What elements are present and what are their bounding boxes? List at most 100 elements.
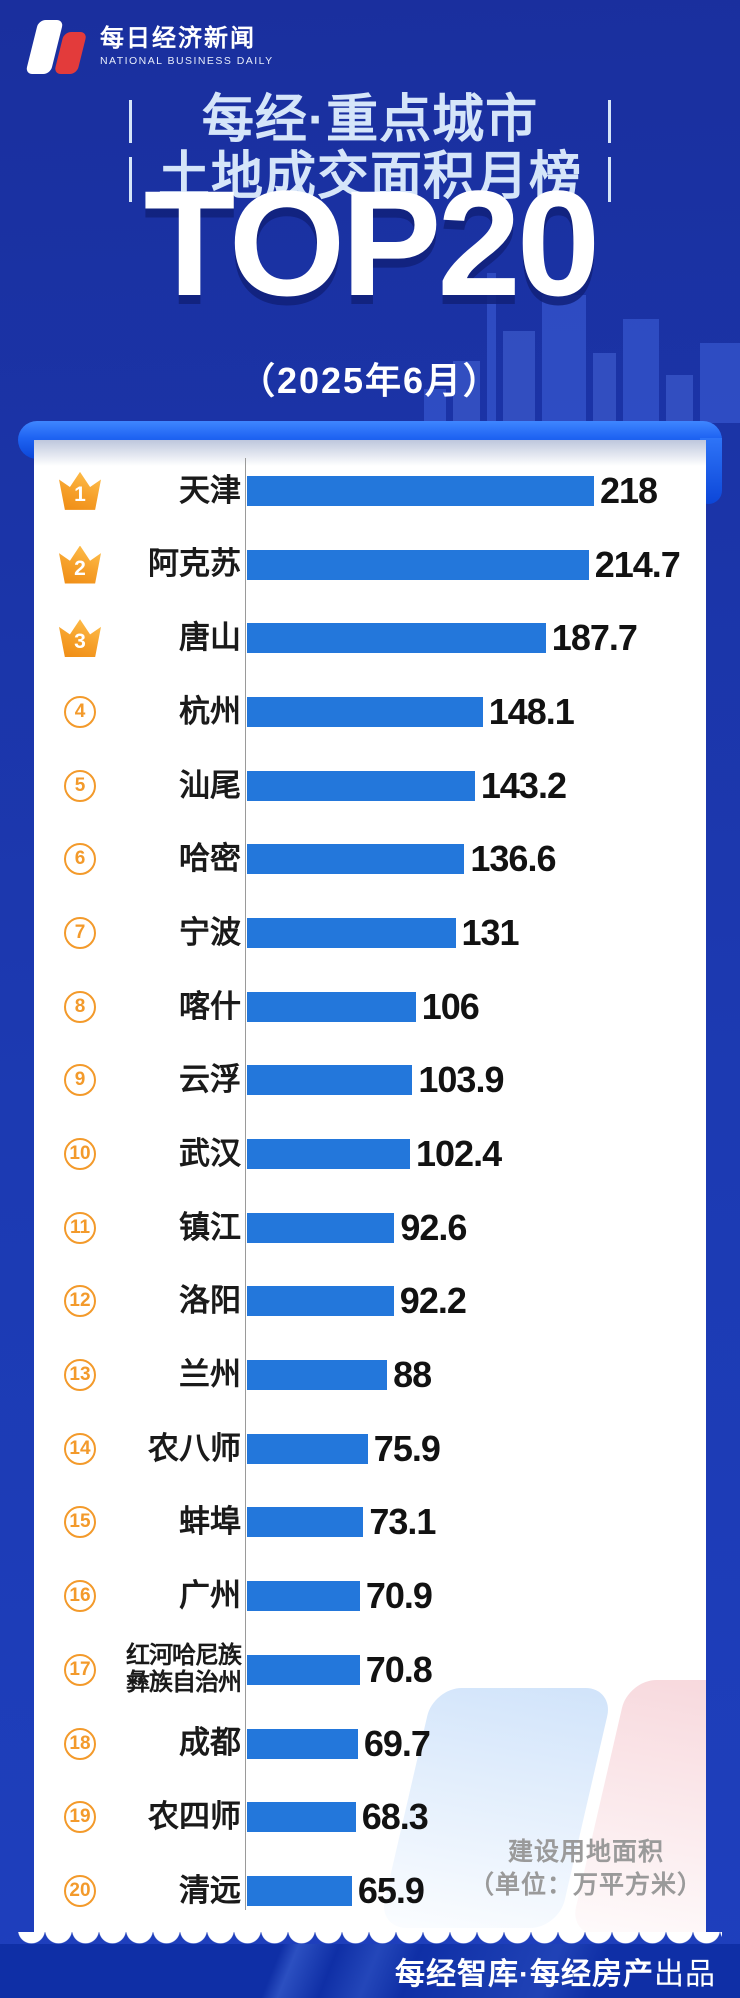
city-label: 农八师 (148, 1430, 241, 1466)
city-label: 广州 (179, 1578, 241, 1614)
city-label: 阿克苏 (148, 546, 241, 582)
value-bar (247, 1433, 368, 1464)
rank-circle-badge: 5 (64, 769, 96, 802)
chart-row: 2 阿克苏 214.7 (34, 528, 706, 602)
chart-row: 16 广州 70.9 (34, 1559, 706, 1633)
value-bar (247, 1507, 364, 1538)
value-label: 73.1 (369, 1501, 436, 1543)
chart-row: 12 洛阳 92.2 (34, 1265, 706, 1339)
value-bar (247, 1065, 413, 1096)
value-bar (247, 1360, 388, 1391)
value-bar (247, 844, 465, 875)
chart-row: 8 喀什 106 (34, 970, 706, 1044)
city-skyline-decoration (424, 268, 740, 423)
value-label: 136.6 (470, 838, 556, 880)
rank-circle-badge: 10 (64, 1138, 96, 1171)
rank-crown-badge: 3 (59, 619, 101, 657)
value-bar (247, 623, 546, 654)
chart-row: 15 蚌埠 73.1 (34, 1486, 706, 1560)
value-label: 92.2 (399, 1280, 467, 1322)
city-label: 天津 (179, 472, 241, 508)
poster-title-line1: 每经·重点城市 (201, 91, 539, 149)
rank-circle-badge: 4 (64, 695, 96, 728)
city-label: 镇江 (179, 1209, 241, 1245)
value-label: 102.4 (416, 1133, 502, 1175)
value-bar (247, 991, 416, 1022)
value-label: 187.7 (551, 617, 638, 659)
chart-row: 11 镇江 92.6 (34, 1191, 706, 1265)
city-label: 汕尾 (179, 767, 241, 803)
rank-circle-badge: 16 (64, 1580, 96, 1613)
chart-row: 7 宁波 131 (34, 896, 706, 970)
city-label: 兰州 (179, 1357, 241, 1393)
rank-circle-badge: 15 (64, 1506, 96, 1539)
value-bar (247, 770, 475, 801)
city-label: 农四师 (148, 1799, 241, 1835)
value-label: 143.2 (480, 764, 567, 806)
credit-light: 出品 (654, 1958, 716, 1991)
value-bar (247, 475, 594, 506)
value-bar (247, 1654, 360, 1685)
footer: 每经智库·每经房产出品 (0, 1944, 740, 1998)
rank-circle-badge: 20 (64, 1874, 96, 1907)
rank-circle-badge: 7 (64, 916, 96, 949)
value-label: 218 (600, 469, 658, 511)
value-bar (247, 1581, 360, 1612)
chart-row: 1 天津 218 (34, 454, 706, 528)
value-bar (247, 1286, 394, 1317)
rank-circle-badge: 9 (64, 1064, 96, 1097)
rank-circle-badge: 6 (64, 843, 96, 876)
rank-circle-badge: 18 (64, 1727, 96, 1760)
city-label: 杭州 (179, 693, 241, 729)
nbd-logo: 每日经济新闻 NATIONAL BUSINESS DAILY (25, 18, 274, 76)
chart-row: 10 武汉 102.4 (34, 1117, 706, 1191)
top20-label: TOP20 (143, 159, 601, 327)
value-label: 92.6 (400, 1206, 467, 1248)
nbd-logo-icon (25, 18, 88, 76)
value-label: 106 (421, 985, 480, 1027)
value-bar (247, 917, 456, 948)
value-bar (247, 1728, 358, 1759)
chart-row: 5 汕尾 143.2 (34, 749, 706, 823)
city-label: 武汉 (179, 1135, 241, 1171)
city-label: 洛阳 (179, 1283, 241, 1319)
chart-row: 9 云浮 103.9 (34, 1044, 706, 1118)
chart-row: 13 兰州 88 (34, 1338, 706, 1412)
ranking-card: 1 天津 218 2 阿克苏 214.7 3 唐山 187.7 4 杭州 148… (18, 440, 722, 1947)
rank-circle-badge: 12 (64, 1285, 96, 1318)
value-label: 148.1 (488, 690, 575, 732)
rank-circle-badge: 17 (64, 1653, 96, 1686)
value-label: 70.8 (365, 1648, 433, 1690)
value-label: 70.9 (365, 1575, 433, 1617)
city-label: 蚌埠 (179, 1504, 241, 1540)
rank-circle-badge: 13 (64, 1359, 96, 1392)
value-bar (247, 1139, 410, 1170)
value-label: 88 (393, 1354, 432, 1396)
rank-crown-badge: 1 (59, 472, 101, 510)
unit-note: 建设用地面积 （单位：万平方米） (466, 1836, 706, 1902)
value-bar (247, 549, 589, 580)
city-label: 哈密 (179, 841, 241, 877)
chart-axis-line (245, 458, 246, 1910)
city-label: 宁波 (179, 914, 241, 950)
city-label: 清远 (179, 1872, 241, 1908)
chart-row: 18 成都 69.7 (34, 1707, 706, 1781)
unit-note-line2: （单位：万平方米） (468, 1871, 703, 1899)
chart-row: 3 唐山 187.7 (34, 601, 706, 675)
rank-circle-badge: 14 (64, 1432, 96, 1465)
value-label: 75.9 (373, 1427, 441, 1469)
credit-line: 每经智库·每经房产出品 (395, 1949, 716, 1993)
rank-circle-badge: 19 (64, 1801, 96, 1834)
period-label: （2025年6月） (238, 360, 502, 401)
value-bar (247, 1212, 395, 1243)
city-label: 云浮 (179, 1062, 241, 1098)
brand-name-en: NATIONAL BUSINESS DAILY (100, 55, 274, 67)
chart-row: 17 红河哈尼族 彝族自治州 70.8 (34, 1633, 706, 1707)
value-label: 69.7 (363, 1722, 431, 1764)
chart-row: 20 清远 65.9 (34, 1854, 706, 1928)
city-label: 红河哈尼族 彝族自治州 (126, 1642, 242, 1696)
chart-row: 19 农四师 68.3 (34, 1780, 706, 1854)
value-bar (247, 1802, 356, 1833)
brand-name-cn: 每日经济新闻 (100, 25, 256, 52)
